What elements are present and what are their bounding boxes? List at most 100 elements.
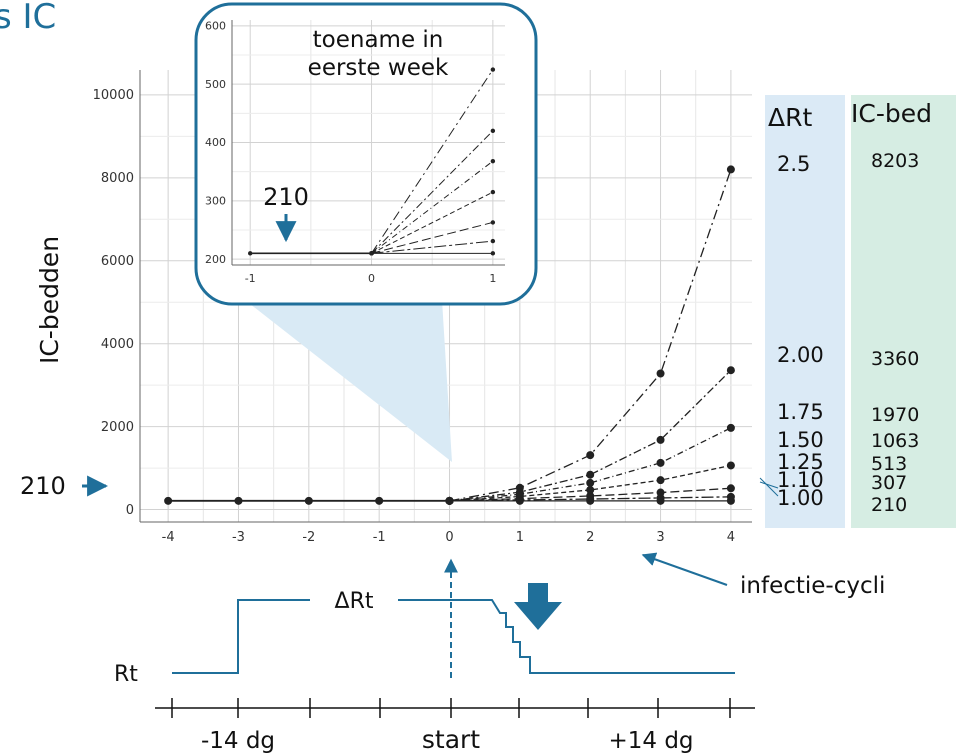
series-line-2.00 [371, 130, 494, 254]
table-rt-value: 1.25 [777, 450, 824, 474]
zoom-cone [245, 300, 452, 462]
rt-label: Rt [114, 662, 138, 687]
table-bed-value: 1063 [871, 430, 919, 452]
delta-rt-column [765, 95, 845, 528]
history-point [234, 496, 243, 505]
rt-timeline: Rt ΔRt -14 dg start +14 dg [114, 558, 755, 754]
data-point-1.50 [726, 461, 735, 470]
rt-step-line-right [398, 599, 735, 674]
y-tick-label: 8000 [101, 171, 134, 186]
series-line-2.5 [371, 69, 494, 254]
data-point-1.00 [515, 496, 524, 505]
main-data-points [164, 165, 735, 505]
cycles-annotation: infectie-cycli [740, 573, 885, 599]
table-rt-value: 1.75 [777, 400, 824, 424]
inset-title-line-1: toename in [313, 27, 444, 53]
data-point-2.00 [656, 435, 665, 444]
data-point-2.00 [586, 470, 595, 479]
history-point [164, 496, 173, 505]
series-line-1.75 [371, 160, 494, 254]
y-tick-label: 400 [205, 136, 226, 149]
x-tick-label: -4 [162, 530, 175, 545]
x-tick-label: -2 [302, 530, 315, 545]
series-line-1.50 [371, 191, 494, 254]
data-point-1.50 [586, 485, 595, 494]
data-point-1.25 [490, 220, 496, 225]
plus-14-days-label: +14 dg [608, 728, 693, 754]
intervention-down-arrow-icon [514, 583, 562, 630]
table-rt-value: 2.00 [777, 343, 824, 367]
y-tick-label: 4000 [101, 337, 134, 352]
page-title-fragment: s IC [0, 0, 56, 37]
table-bed-value: 1970 [871, 404, 919, 426]
y-tick-label: 10000 [93, 88, 134, 103]
table-bed-value: 513 [871, 453, 907, 475]
y-tick-label: 300 [205, 195, 226, 208]
y-tick-label: 200 [205, 253, 226, 266]
data-point-1.10 [490, 238, 496, 244]
y-tick-label: 6000 [101, 254, 134, 269]
data-point-1.00 [586, 496, 595, 505]
start-label: start [422, 725, 480, 754]
scenario-table: ΔRt IC-bed 2.5 8203 2.00 3360 1.75 1970 1.50 10… [768, 99, 932, 516]
y-tick-label: 2000 [101, 420, 134, 435]
y-tick-label: 500 [205, 78, 226, 91]
data-point-1.75 [490, 158, 496, 164]
data-point-1.00 [656, 496, 665, 505]
inset-baseline-label: 210 [263, 183, 309, 211]
table-rt-value: 1.10 [777, 468, 824, 492]
delta-rt-label: ΔRt [335, 589, 374, 614]
inset-title-line-2: eerste week [308, 55, 449, 81]
ic-bed-header: IC-bed [851, 99, 932, 128]
data-point-2.5 [726, 165, 735, 174]
table-rt-value: 1.00 [777, 486, 824, 510]
x-tick-label: 0 [445, 530, 453, 545]
cycles-arrow-icon [641, 552, 728, 586]
series-line-1.50 [449, 464, 732, 502]
y-tick-label: 0 [126, 503, 134, 518]
history-point [304, 496, 313, 505]
inset-chart: 200 300 400 500 600 -1 0 1 toename in eerste wee… [194, 2, 538, 306]
x-tick-label: 1 [516, 530, 524, 545]
value-connector-lines [759, 477, 779, 497]
data-point-1.00 [369, 251, 374, 256]
main-y-axis-label: IC-bedden [35, 236, 64, 364]
table-bed-value: 210 [871, 494, 907, 516]
inset-title: toename in eerste week [308, 27, 449, 81]
data-point-2.00 [726, 366, 735, 375]
history-point [375, 496, 384, 505]
ic-bed-column [851, 95, 956, 528]
table-rt-value: 1.50 [777, 428, 824, 452]
table-bed-value: 8203 [871, 150, 919, 172]
data-point-2.00 [490, 128, 496, 134]
x-tick-label: 3 [656, 530, 664, 545]
data-point-1.50 [656, 476, 665, 485]
x-tick-label: 2 [586, 530, 594, 545]
data-point-2.5 [656, 369, 665, 378]
y-tick-label: 600 [205, 20, 226, 33]
series-line-1.25 [371, 221, 493, 254]
baseline-label: 210 [20, 472, 66, 500]
x-tick-label: -1 [373, 530, 386, 545]
x-tick-label: 0 [368, 272, 375, 285]
x-tick-label: -3 [232, 530, 245, 545]
data-point-1.50 [490, 189, 496, 195]
rt-step-line-left [172, 599, 310, 674]
x-tick-label: 1 [489, 272, 496, 285]
data-point-1.00 [490, 251, 496, 256]
inset-axes: 200 300 400 500 600 -1 0 1 [205, 20, 505, 285]
x-tick-label: 4 [727, 530, 735, 545]
data-point-1.75 [586, 478, 595, 487]
data-point-2.5 [586, 451, 595, 460]
table-bed-value: 307 [871, 472, 907, 494]
inset-series-lines [250, 69, 494, 255]
data-point-1.75 [726, 423, 735, 432]
series-line-1.25 [449, 487, 731, 502]
history-point [248, 251, 253, 256]
timeline-ticks [171, 698, 731, 718]
table-rt-value: 2.5 [777, 152, 810, 176]
data-point-1.00 [445, 496, 454, 505]
data-point-1.75 [656, 458, 665, 467]
